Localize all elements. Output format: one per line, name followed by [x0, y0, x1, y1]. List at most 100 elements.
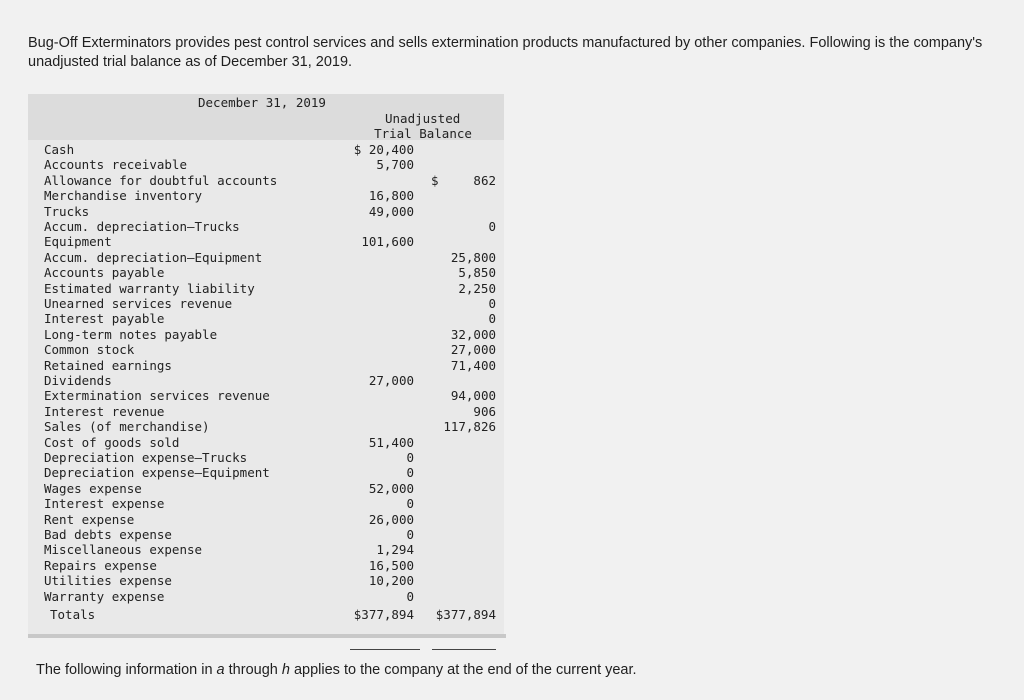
table-row: Equipment 101,600: [28, 234, 504, 249]
table-row: Repairs expense 16,500: [28, 558, 504, 573]
account-name: Interest expense: [44, 496, 165, 512]
debit-value: 0: [406, 450, 414, 465]
table-row: Depreciation expense—Trucks 0: [28, 450, 504, 465]
credit-total-rule: [432, 649, 496, 650]
table-header: December 31, 2019 Unadjusted Trial Balan…: [28, 94, 504, 141]
table-row: Interest revenue 906: [28, 404, 504, 419]
table-row: Accounts payable 5,850: [28, 265, 504, 280]
totals-label: Totals: [50, 607, 96, 622]
account-name: Accounts receivable: [44, 157, 187, 173]
table-row: Cost of goods sold 51,400: [28, 435, 504, 450]
totals-credit: $377,894: [435, 607, 496, 622]
account-name: Extermination services revenue: [44, 388, 270, 404]
table-row: Accum. depreciation—Equipment 25,800: [28, 250, 504, 265]
credit-value: 5,850: [458, 265, 496, 281]
credit-value: 906: [473, 403, 496, 419]
account-name: Accounts payable: [44, 265, 165, 281]
table-row: Sales (of merchandise) 117,826: [28, 419, 504, 434]
table-row: Trucks 49,000: [28, 204, 504, 219]
table-row: Depreciation expense—Equipment 0: [28, 465, 504, 480]
account-name: Common stock: [44, 342, 135, 358]
credit-value: 2,250: [458, 280, 496, 296]
account-name: Miscellaneous expense: [44, 542, 203, 558]
credit-value: 117,826: [443, 419, 496, 435]
account-name: Accum. depreciation—Equipment: [44, 249, 263, 265]
account-name: Cost of goods sold: [44, 434, 180, 450]
totals-row: Totals $377,894 $377,894: [28, 606, 504, 624]
debit-value: 0: [406, 588, 414, 604]
debit-value: 16,800: [368, 188, 414, 204]
debit-value: 49,000: [368, 203, 414, 219]
credit-value: 0: [488, 296, 496, 311]
table-row: Interest expense 0: [28, 496, 504, 511]
account-name: Interest revenue: [44, 403, 165, 419]
column-header-line2: Trial Balance: [374, 126, 472, 141]
debit-total-rule: [350, 649, 420, 650]
debit-value: $ 20,400: [353, 142, 414, 157]
credit-value: 25,800: [450, 249, 496, 265]
credit-value: 862: [473, 172, 496, 188]
account-name: Depreciation expense—Trucks: [44, 450, 248, 465]
column-header-line1: Unadjusted: [385, 111, 461, 126]
credit-value: 27,000: [450, 342, 496, 358]
debit-value: 26,000: [368, 511, 414, 527]
trial-balance-table: December 31, 2019 Unadjusted Trial Balan…: [28, 94, 504, 650]
table-row: Miscellaneous expense 1,294: [28, 542, 504, 557]
credit-value: 0: [488, 311, 496, 327]
credit-value: 94,000: [450, 388, 496, 404]
table-row: Merchandise inventory 16,800: [28, 188, 504, 203]
debit-value: 51,400: [368, 434, 414, 450]
credit-value: 71,400: [450, 357, 496, 373]
account-name: Equipment: [44, 234, 112, 250]
debit-value: 0: [406, 527, 414, 542]
table-row: Accum. depreciation—Trucks 0: [28, 219, 504, 234]
debit-value: 101,600: [361, 234, 414, 250]
debit-value: 10,200: [368, 573, 414, 589]
account-name: Rent expense: [44, 511, 135, 527]
account-name: Wages expense: [44, 480, 142, 496]
table-row: Common stock 27,000: [28, 342, 504, 357]
account-name: Dividends: [44, 373, 112, 388]
debit-value: 27,000: [368, 373, 414, 388]
table-row: Rent expense 26,000: [28, 512, 504, 527]
table-date: December 31, 2019: [198, 95, 326, 110]
account-name: Estimated warranty liability: [44, 280, 255, 296]
table-row: Allowance for doubtful accounts $862: [28, 173, 504, 188]
account-name: Allowance for doubtful accounts: [44, 172, 278, 188]
account-name: Warranty expense: [44, 588, 165, 604]
table-row: Dividends 27,000: [28, 373, 504, 388]
account-name: Depreciation expense—Equipment: [44, 465, 270, 481]
account-name: Interest payable: [44, 311, 165, 327]
debit-value: 1,294: [376, 542, 414, 558]
footer-note: The following information in a through h…: [36, 662, 637, 678]
table-row: Unearned services revenue 0: [28, 296, 504, 311]
totals-debit: $377,894: [353, 607, 414, 622]
table-row: Interest payable 0: [28, 311, 504, 326]
account-name: Merchandise inventory: [44, 188, 203, 204]
table-row: Wages expense 52,000: [28, 481, 504, 496]
debit-value: 0: [406, 496, 414, 512]
credit-dollar-sign: $: [431, 172, 439, 188]
debit-value: 16,500: [368, 557, 414, 573]
account-name: Trucks: [44, 203, 90, 219]
table-row: Cash $ 20,400: [28, 142, 504, 157]
table-row: Long-term notes payable 32,000: [28, 327, 504, 342]
account-name: Bad debts expense: [44, 527, 172, 542]
credit-value: 0: [488, 219, 496, 234]
table-row: Utilities expense 10,200: [28, 573, 504, 588]
table-row: Accounts receivable 5,700: [28, 157, 504, 172]
table-row: Retained earnings 71,400: [28, 358, 504, 373]
account-name: Unearned services revenue: [44, 296, 233, 311]
account-name: Utilities expense: [44, 573, 172, 589]
credit-value: 32,000: [450, 326, 496, 342]
table-row: Extermination services revenue 94,000: [28, 388, 504, 403]
table-row: Bad debts expense 0: [28, 527, 504, 542]
debit-value: 0: [406, 465, 414, 481]
account-name: Repairs expense: [44, 557, 157, 573]
table-bottom-border: [28, 634, 506, 638]
table-row: Estimated warranty liability 2,250: [28, 281, 504, 296]
account-name: Accum. depreciation—Trucks: [44, 219, 240, 234]
table-body: Cash $ 20,400 Accounts receivable 5,700 Allo…: [28, 140, 504, 650]
debit-value: 5,700: [376, 157, 414, 173]
debit-value: 52,000: [368, 480, 414, 496]
